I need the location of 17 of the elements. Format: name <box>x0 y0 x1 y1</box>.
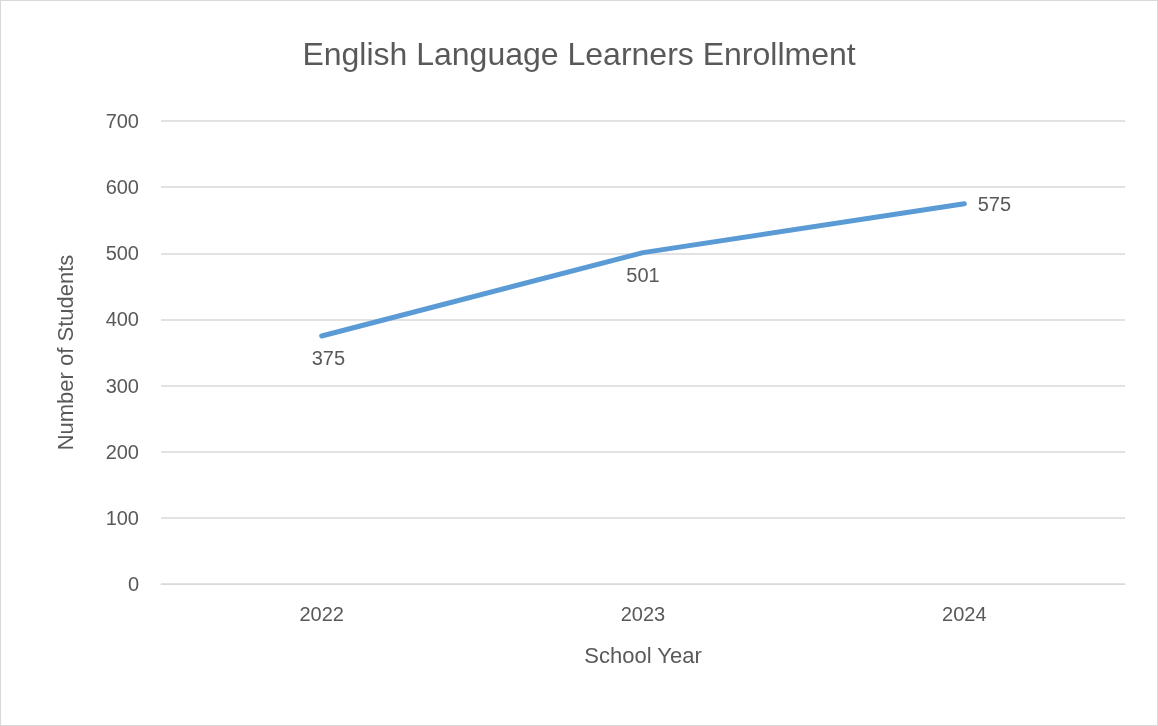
x-tick-label: 2022 <box>299 603 344 625</box>
y-tick-label: 0 <box>127 573 139 595</box>
y-axis-title: Number of Students <box>52 254 78 451</box>
data-label: 575 <box>977 192 1012 215</box>
x-axis-title: School Year <box>584 642 702 668</box>
y-tick-label: 600 <box>105 176 139 199</box>
y-tick-label: 400 <box>105 308 139 331</box>
data-label: 375 <box>311 346 346 369</box>
x-tick-label: 2024 <box>942 603 987 625</box>
y-tick-label: 500 <box>105 242 139 265</box>
y-tick-label: 100 <box>105 506 139 529</box>
x-tick-label: 2023 <box>620 603 666 625</box>
data-label: 501 <box>626 263 660 286</box>
y-tick-label: 200 <box>105 440 139 463</box>
y-tick-label: 300 <box>105 374 139 397</box>
y-tick-label: 700 <box>105 110 139 132</box>
chart-title: English Language Learners Enrollment <box>302 36 856 72</box>
